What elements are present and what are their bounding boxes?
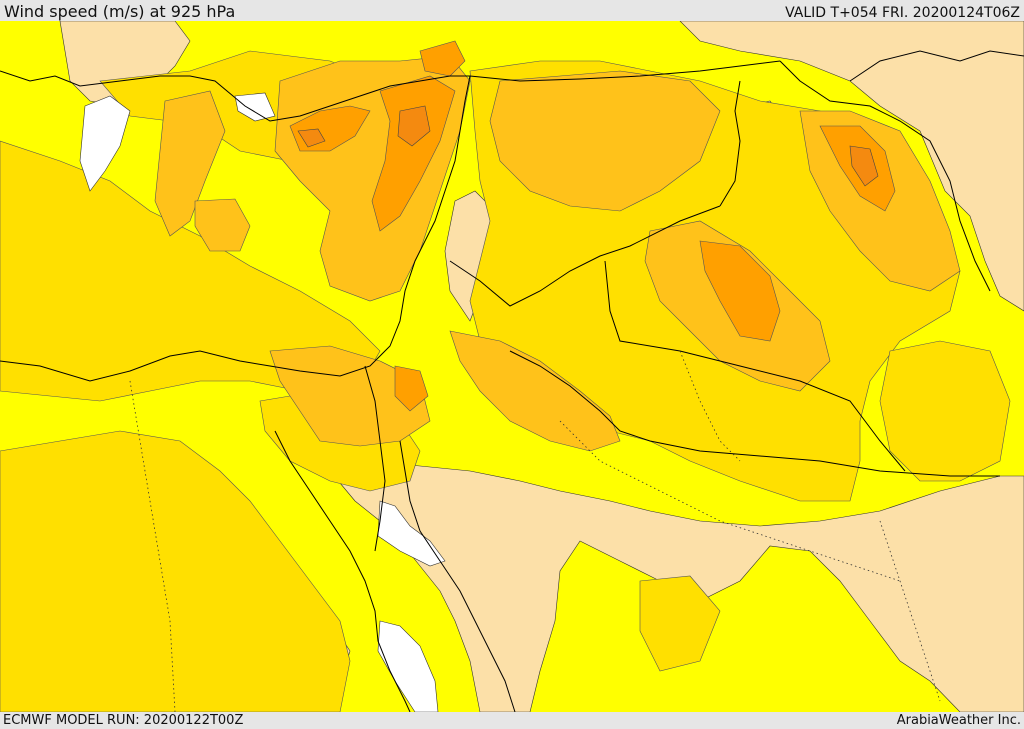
map-title: Wind speed (m/s) at 925 hPa	[4, 2, 236, 21]
core-levant	[397, 105, 431, 147]
turkey-coastline	[0, 70, 470, 122]
iraq-iran-border	[779, 60, 991, 292]
amber-region-mesopotamia	[489, 70, 721, 212]
credit-label: ArabiaWeather Inc.	[896, 713, 1021, 728]
iraq-saudi-border	[719, 80, 741, 207]
core-cyprus	[297, 128, 326, 148]
amber-region-anatolia-west	[154, 90, 226, 237]
calm-gulf-of-suez	[377, 500, 446, 567]
red-sea-east-coast	[399, 440, 516, 712]
gold-region-egypt	[0, 430, 351, 712]
calm-red-sea	[377, 620, 439, 712]
boundaries	[0, 50, 1024, 712]
calm-aegean	[79, 95, 131, 192]
core-iraq	[849, 145, 879, 187]
dotted-border-iraq	[679, 350, 741, 462]
dark-orange-cores	[297, 105, 879, 187]
orange-region-sinai-north	[394, 365, 429, 412]
orange-region-levant-coast	[371, 75, 456, 232]
jordan-saudi-border	[509, 350, 1000, 477]
header-bar: Wind speed (m/s) at 925 hPa VALID T+054 …	[0, 0, 1024, 21]
calm-white-regions	[79, 92, 446, 712]
gold-region-arabia-east	[879, 340, 1011, 482]
wind-speed-map	[0, 21, 1024, 712]
dotted-border-egypt-libya	[129, 380, 176, 712]
gold-region-arabia-patch	[639, 575, 721, 672]
red-sea-west-coast	[274, 430, 411, 712]
valid-time-label: VALID T+054 FRI. 20200124T06Z	[785, 5, 1020, 21]
syria-jordan-border	[449, 205, 721, 307]
dotted-border-arabia-2	[879, 520, 941, 702]
iran-coast	[849, 50, 1024, 82]
dotted-borders	[129, 350, 941, 712]
syria-iraq-border	[469, 60, 781, 82]
amber-region-jordan-arabia	[449, 330, 621, 452]
amber-region-libya-patch	[194, 198, 251, 252]
model-run-label: ECMWF MODEL RUN: 20200122T00Z	[3, 713, 244, 728]
tan-region-north-east	[679, 21, 1024, 312]
jordan-iraq-border	[604, 260, 906, 472]
mediterranean-coastline	[0, 75, 471, 382]
orange-region-north-arabia	[699, 240, 781, 342]
orange-region-cyprus-east	[419, 40, 466, 77]
egypt-border-line	[364, 365, 386, 552]
footer-bar: ECMWF MODEL RUN: 20200122T00Z ArabiaWeat…	[0, 712, 1024, 729]
